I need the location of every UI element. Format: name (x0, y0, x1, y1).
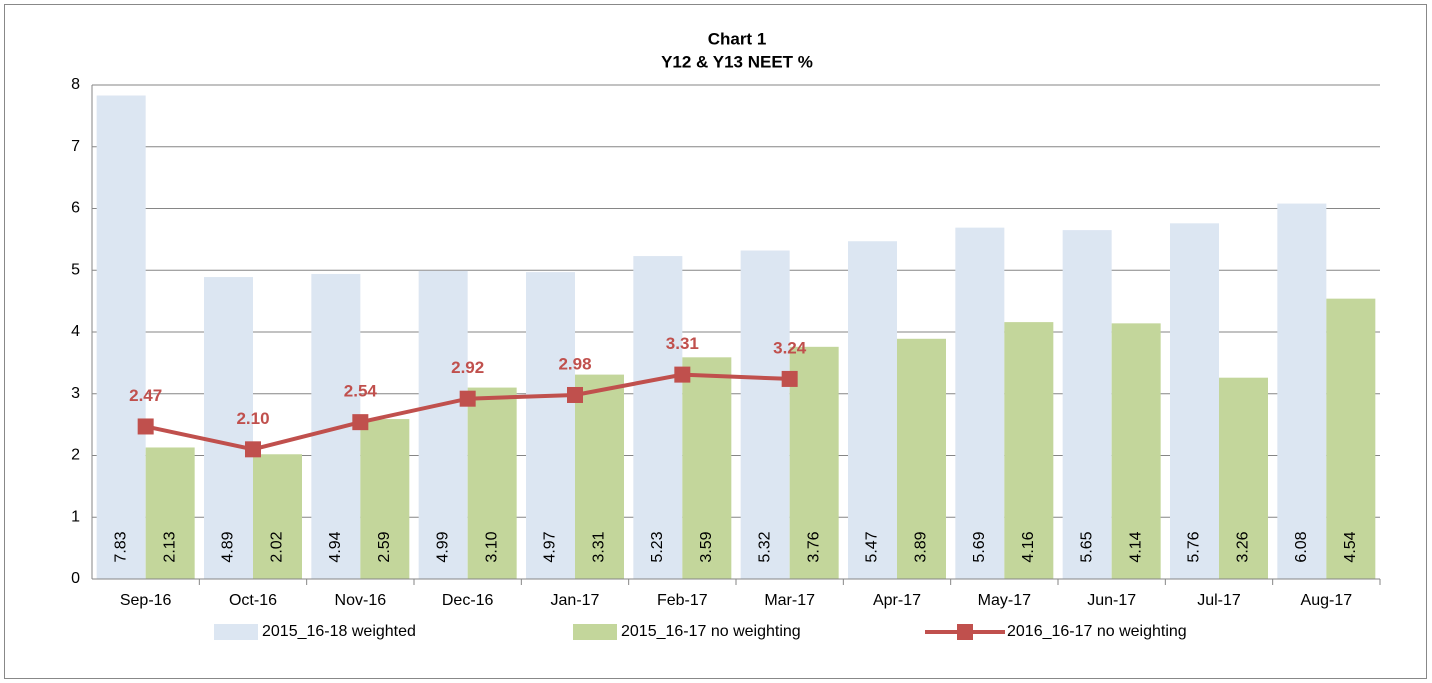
bar (253, 454, 302, 579)
x-tick-label: Nov-16 (335, 592, 387, 609)
legend-swatch (214, 624, 258, 640)
x-tick-label: Feb-17 (657, 592, 708, 609)
y-tick-label: 4 (71, 323, 80, 340)
x-tick-label: Jan-17 (551, 592, 600, 609)
bar (418, 270, 468, 579)
bar (1004, 322, 1054, 579)
bar-value-label: 7.83 (112, 531, 129, 562)
x-tick-label: Mar-17 (764, 592, 815, 609)
bar (467, 387, 517, 579)
bar-value-label: 2.02 (269, 531, 286, 562)
bar (575, 374, 624, 579)
y-tick-label: 7 (71, 138, 80, 155)
chart-title: Chart 1 (708, 29, 767, 48)
line-value-label: 3.31 (666, 334, 699, 353)
bar (1170, 223, 1219, 579)
y-tick-label: 8 (71, 76, 80, 93)
bar-value-label: 3.31 (591, 531, 608, 562)
legend-label: 2015_16-18 weighted (262, 623, 416, 640)
bar (145, 447, 195, 579)
x-tick-label: Dec-16 (442, 592, 494, 609)
y-tick-label: 0 (71, 570, 80, 587)
legend-label: 2016_16-17 no weighting (1007, 623, 1187, 640)
bar (1326, 298, 1376, 579)
line-marker (352, 414, 369, 431)
bar (1277, 203, 1327, 579)
x-tick-label: Aug-17 (1301, 592, 1353, 609)
bar-value-label: 4.14 (1127, 531, 1144, 562)
bar-value-label: 5.76 (1186, 531, 1203, 562)
legend-label: 2015_16-17 no weighting (621, 623, 801, 640)
bar-value-label: 4.89 (220, 531, 237, 562)
bar-value-label: 4.54 (1342, 531, 1359, 562)
bar-value-label: 5.32 (756, 531, 773, 562)
bar-value-label: 3.76 (805, 531, 822, 562)
bar-value-label: 5.47 (864, 531, 881, 562)
y-tick-label: 5 (71, 261, 80, 278)
x-tick-label: Apr-17 (873, 592, 921, 609)
bar-value-label: 5.69 (971, 531, 988, 562)
x-tick-label: Jul-17 (1197, 592, 1241, 609)
y-tick-label: 6 (71, 200, 80, 217)
line-marker (459, 390, 476, 407)
chart-subtitle: Y12 & Y13 NEET % (661, 52, 813, 71)
x-tick-label: Sep-16 (120, 592, 172, 609)
bar (955, 227, 1005, 579)
line-value-label: 2.92 (451, 358, 484, 377)
bar (633, 256, 683, 579)
bar-value-label: 4.16 (1020, 531, 1037, 562)
line-marker (781, 370, 798, 387)
bar-value-label: 5.23 (649, 531, 666, 562)
bar (1111, 323, 1161, 579)
bar-value-label: 3.89 (913, 531, 930, 562)
bar (682, 357, 732, 579)
bar (204, 277, 253, 579)
bar (526, 272, 575, 579)
line-value-label: 2.47 (129, 386, 162, 405)
line-marker (567, 386, 583, 403)
bar-value-label: 3.59 (698, 531, 715, 562)
bar-value-label: 3.26 (1235, 531, 1252, 562)
bar (360, 419, 410, 579)
legend-swatch (957, 624, 973, 640)
line-value-label: 2.54 (344, 382, 378, 401)
x-tick-label: Jun-17 (1087, 592, 1136, 609)
bar-value-label: 4.97 (542, 531, 559, 562)
bar-value-label: 3.10 (483, 531, 500, 562)
bar (740, 250, 790, 580)
bar-value-label: 4.99 (434, 531, 451, 562)
bar (848, 241, 897, 580)
line-value-label: 2.10 (236, 409, 269, 428)
bar-value-label: 2.13 (161, 531, 178, 562)
line-marker (674, 366, 691, 383)
line-value-label: 2.98 (558, 354, 591, 373)
line-value-label: 3.24 (773, 338, 807, 357)
bar-value-label: 6.08 (1293, 531, 1310, 562)
y-tick-label: 2 (71, 447, 80, 464)
bar (789, 346, 839, 579)
line-marker (137, 418, 154, 435)
x-tick-label: Oct-16 (229, 592, 277, 609)
bar (897, 338, 946, 579)
bar (1062, 230, 1112, 580)
line-marker (245, 441, 261, 458)
y-tick-label: 1 (71, 508, 80, 525)
bar (96, 95, 146, 579)
bar-value-label: 2.59 (376, 531, 393, 562)
bar-value-label: 5.65 (1078, 531, 1095, 562)
x-tick-label: May-17 (978, 592, 1031, 609)
bar (1219, 377, 1268, 579)
y-tick-label: 3 (71, 385, 80, 402)
bar-value-label: 4.94 (327, 531, 344, 562)
legend-swatch (573, 624, 617, 640)
